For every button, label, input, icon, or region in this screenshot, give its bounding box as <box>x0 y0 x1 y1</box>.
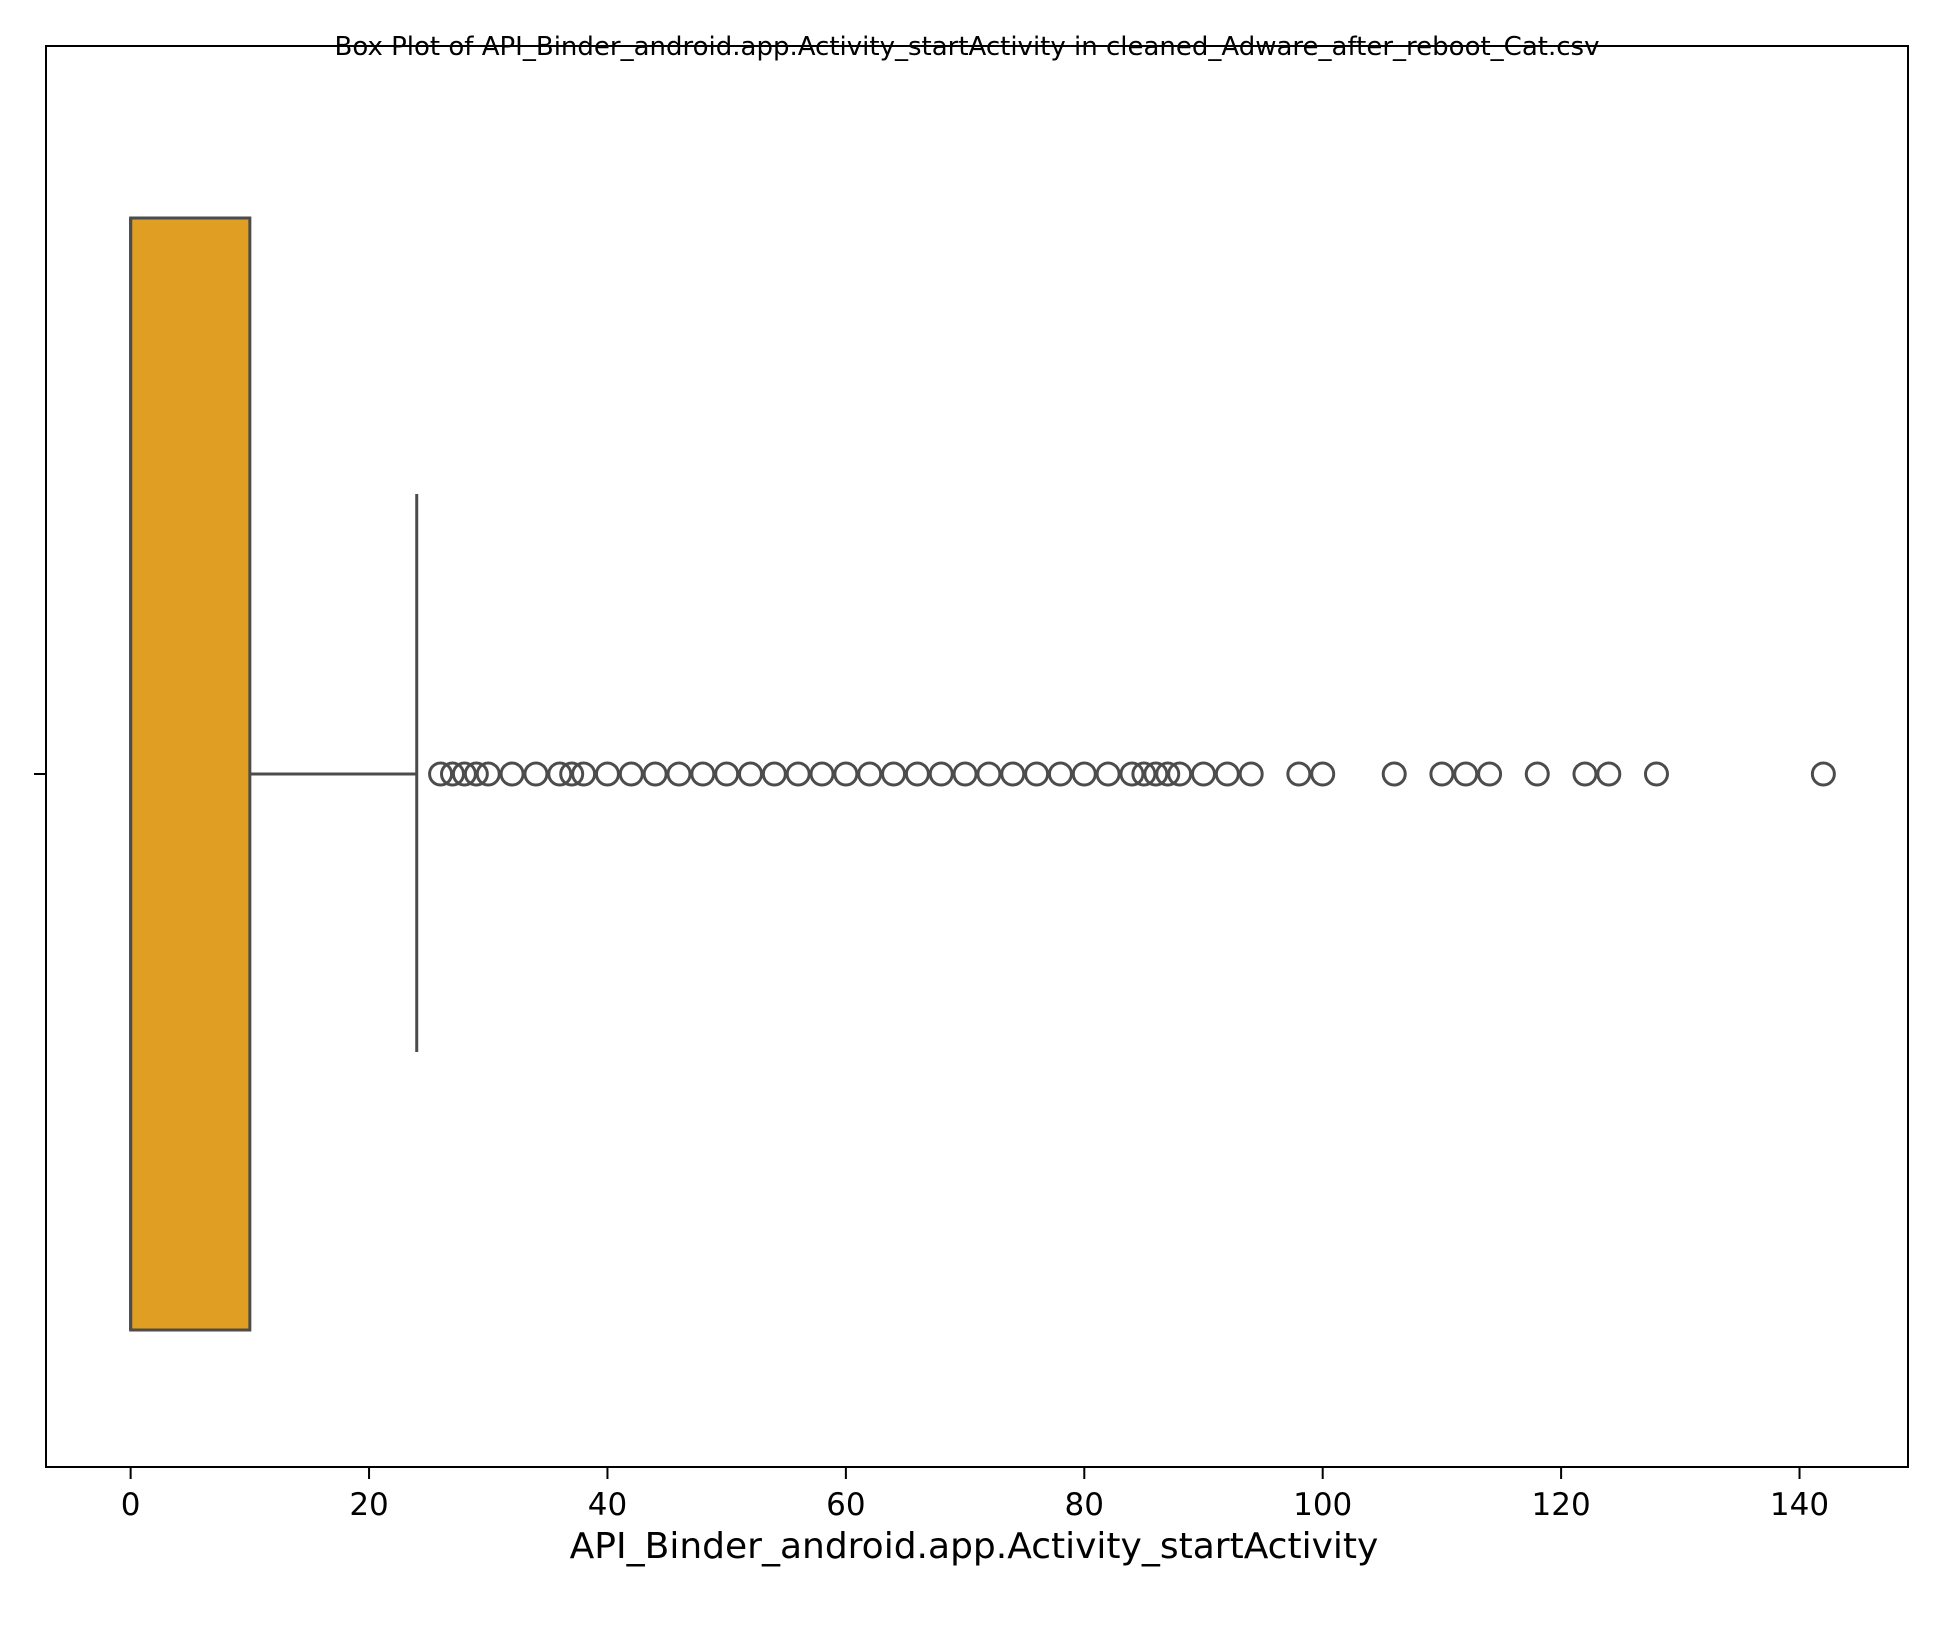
outlier-point <box>1310 761 1336 787</box>
outlier-point <box>714 761 740 787</box>
axes-frame <box>45 45 1909 1468</box>
outlier-point <box>642 761 668 787</box>
x-axis-ticks: 0 20 40 60 80 100 120 140 <box>121 1467 1829 1523</box>
outlier-point <box>428 761 454 787</box>
outlier-point <box>666 761 692 787</box>
outlier-point <box>559 761 585 787</box>
outlier-point <box>1524 761 1550 787</box>
outlier-point <box>738 761 764 787</box>
outlier-point <box>1810 761 1836 787</box>
outlier-point <box>809 761 835 787</box>
outlier-point <box>451 761 477 787</box>
outlier-point <box>904 761 930 787</box>
plot-area <box>34 45 1909 1468</box>
outlier-point <box>881 761 907 787</box>
outlier-point <box>1143 761 1169 787</box>
outlier-point <box>1429 761 1455 787</box>
outlier-point <box>618 761 644 787</box>
outlier-point <box>1596 761 1622 787</box>
outlier-point <box>547 761 573 787</box>
outlier-point <box>952 761 978 787</box>
outlier-point <box>976 761 1002 787</box>
box-iqr <box>129 216 252 1332</box>
outlier-point <box>1453 761 1479 787</box>
x-tick-label: 60 <box>826 1487 865 1523</box>
x-tick-label: 140 <box>1770 1487 1829 1523</box>
outlier-point <box>1381 761 1407 787</box>
outlier-point <box>571 761 597 787</box>
outlier-point <box>439 761 465 787</box>
outlier-point <box>833 761 859 787</box>
outlier-point <box>499 761 525 787</box>
outlier-point <box>1155 761 1181 787</box>
outlier-point <box>523 761 549 787</box>
outlier-point <box>1000 761 1026 787</box>
outlier-point <box>1214 761 1240 787</box>
outlier-point <box>475 761 501 787</box>
outlier-point <box>1477 761 1503 787</box>
outlier-point <box>1167 761 1193 787</box>
outlier-point <box>1024 761 1050 787</box>
outlier-point <box>1190 761 1216 787</box>
outlier-point <box>1131 761 1157 787</box>
x-tick-label: 120 <box>1532 1487 1591 1523</box>
outlier-point <box>928 761 954 787</box>
outlier-point <box>690 761 716 787</box>
outlier-point <box>1071 761 1097 787</box>
x-tick-label: 0 <box>121 1487 141 1523</box>
outlier-point <box>1047 761 1073 787</box>
outlier-point <box>857 761 883 787</box>
x-tick-label: 40 <box>588 1487 627 1523</box>
outlier-point <box>1572 761 1598 787</box>
x-tick-label: 80 <box>1065 1487 1104 1523</box>
outlier-point <box>594 761 620 787</box>
outlier-point <box>1238 761 1264 787</box>
outlier-point <box>1119 761 1145 787</box>
outlier-point <box>1095 761 1121 787</box>
x-tick-label: 100 <box>1293 1487 1352 1523</box>
x-axis-label: API_Binder_android.app.Activity_startAct… <box>570 1526 1379 1567</box>
outlier-point <box>761 761 787 787</box>
outlier-point <box>463 761 489 787</box>
outlier-point <box>1286 761 1312 787</box>
outlier-point <box>1643 761 1669 787</box>
x-tick-label: 20 <box>349 1487 388 1523</box>
outlier-point <box>785 761 811 787</box>
